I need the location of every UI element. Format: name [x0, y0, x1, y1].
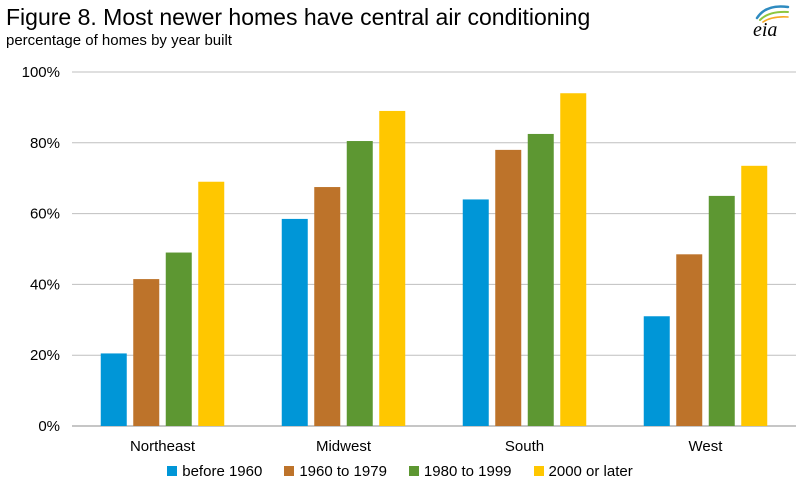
bar	[281, 218, 308, 426]
y-tick-label: 20%	[30, 347, 60, 364]
bar	[314, 187, 341, 426]
bar-chart: 0% 20% 40% 60% 80% 100% Northeast Midwest South W…	[22, 64, 796, 455]
y-tick-label: 80%	[30, 135, 60, 152]
eia-logo: eia	[753, 5, 790, 40]
x-category-label: South	[505, 438, 544, 455]
legend-item: 2000 or later	[533, 462, 633, 480]
bar	[643, 316, 670, 426]
bar	[165, 252, 192, 426]
bar	[741, 165, 768, 426]
legend-label: 1960 to 1979	[299, 462, 387, 480]
bar	[462, 199, 489, 426]
svg-text:eia: eia	[753, 19, 777, 40]
y-tick-label: 60%	[30, 206, 60, 223]
bar	[527, 133, 554, 426]
x-category-label: Northeast	[130, 438, 196, 455]
legend-item: before 1960	[167, 463, 262, 480]
x-category-label: Midwest	[316, 438, 372, 455]
legend-swatch	[284, 466, 295, 476]
legend-label: 1980 to 1999	[423, 462, 512, 480]
bar	[100, 353, 127, 426]
bar	[560, 93, 587, 427]
bar	[133, 279, 160, 426]
y-tick-label: 40%	[30, 276, 60, 293]
legend-swatch	[408, 466, 419, 476]
legend-label: before 1960	[182, 462, 263, 480]
chart-title: Figure 8. Most newer homes have central …	[6, 4, 591, 30]
legend-swatch	[533, 466, 544, 476]
bar	[676, 254, 703, 426]
legend-item: 1960 to 1979	[284, 463, 387, 480]
chart-legend: before 1960 1960 to 1979 1980 to 1999 2000 …	[0, 460, 800, 482]
bar	[495, 149, 522, 426]
y-tick-label: 100%	[22, 64, 60, 81]
legend-swatch	[167, 466, 178, 476]
chart-subtitle: percentage of homes by year built	[6, 32, 232, 49]
bar	[379, 110, 406, 426]
bar	[198, 181, 225, 426]
legend-label: 2000 or later	[548, 462, 633, 480]
bar	[708, 195, 735, 426]
x-category-label: West	[689, 438, 724, 455]
legend-item: 1980 to 1999	[408, 462, 512, 480]
y-tick-label: 0%	[38, 418, 60, 435]
bar	[346, 141, 373, 426]
